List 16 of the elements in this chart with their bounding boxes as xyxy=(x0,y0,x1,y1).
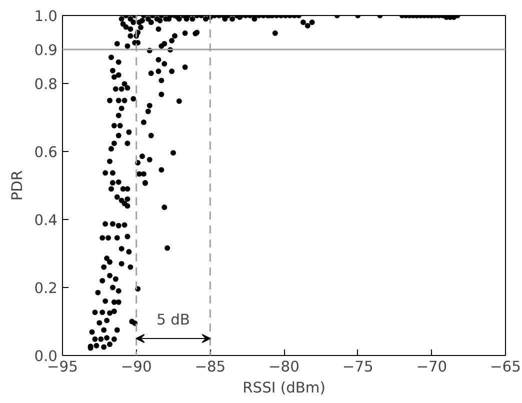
annotation: 5 dB xyxy=(156,312,190,328)
x-tick-label: −80 xyxy=(268,358,300,376)
x-tick-label: −70 xyxy=(416,358,448,376)
y-tick-label: 0.2 xyxy=(34,280,58,297)
y-tick-label: 1.0 xyxy=(34,8,58,25)
y-tick-label: 0.6 xyxy=(34,144,58,161)
x-axis-title: RSSI (dBm) xyxy=(242,380,326,396)
x-tick-label: −85 xyxy=(194,358,226,376)
y-axis-title: PDR xyxy=(9,170,26,201)
y-tick-label: 0.4 xyxy=(34,212,58,229)
y-tick-label: 0.0 xyxy=(34,348,58,365)
y-tick-label: 0.8 xyxy=(34,76,58,93)
x-tick-label: −65 xyxy=(490,358,521,376)
x-tick-label: −75 xyxy=(342,358,374,376)
x-tick-label: −90 xyxy=(120,358,152,376)
ref-line-label: 0.9 xyxy=(34,42,58,59)
